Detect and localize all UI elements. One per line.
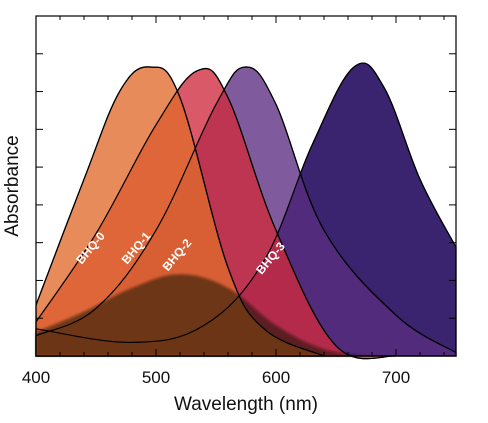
outline-bhq-0 — [35, 66, 325, 357]
x-tick-label-500: 500 — [142, 368, 170, 387]
y-axis-ticks — [36, 15, 456, 357]
x-tick-label-700: 700 — [382, 368, 410, 387]
x-axis-tick-labels: 400 500 600 700 — [22, 368, 410, 387]
axes-layer: 400 500 600 700 — [22, 15, 457, 387]
x-axis-title: Wavelength (nm) — [174, 394, 318, 415]
y-axis-title: Absorbance — [2, 135, 23, 236]
overlap-shading — [36, 274, 372, 356]
plot-frame — [35, 15, 457, 357]
outline-bhq-3 — [35, 62, 457, 344]
outline-bhq-1 — [35, 67, 397, 360]
outline-bhq-2 — [35, 66, 457, 354]
x-axis-ticks — [35, 16, 445, 356]
x-tick-label-400: 400 — [22, 368, 50, 387]
series-layer — [35, 16, 457, 360]
x-tick-label-600: 600 — [262, 368, 290, 387]
